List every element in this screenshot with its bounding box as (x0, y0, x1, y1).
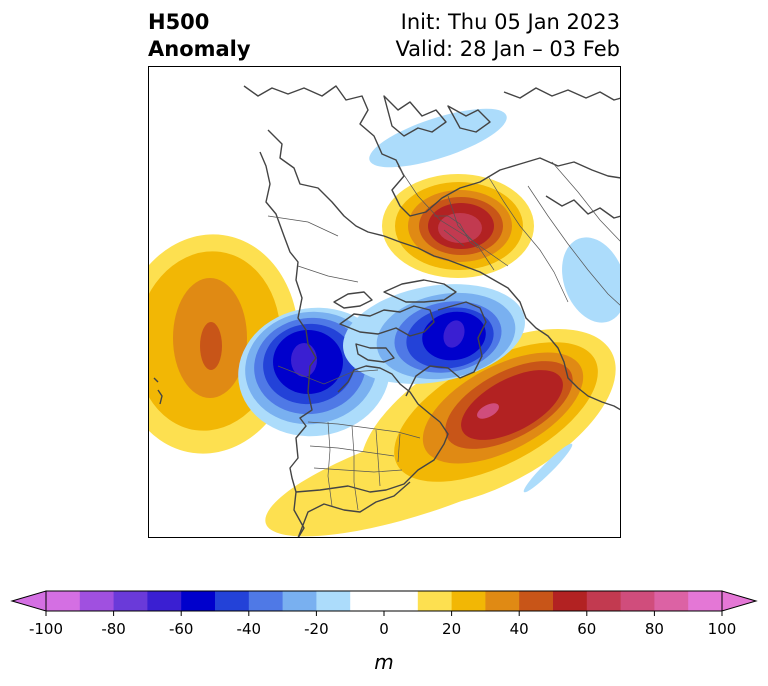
colorbar-extend-min (10, 590, 47, 612)
siberian-ridge (382, 174, 534, 278)
colorbar-tick-label: -20 (304, 620, 329, 638)
colorbar-swatch (519, 591, 554, 611)
colorbar-swatch (248, 591, 284, 611)
colorbar-tick-label: -100 (29, 620, 63, 638)
colorbar-swatch (113, 591, 148, 611)
coastlines (153, 85, 621, 538)
colorbar-swatch (553, 591, 588, 611)
colorbar-swatch (215, 591, 250, 611)
colorbar-unit: m (374, 650, 393, 674)
colorbar-tick-label: -80 (101, 620, 126, 638)
chart-title: H500 Anomaly (148, 9, 251, 63)
chart-dates: Init: Thu 05 Jan 2023 Valid: 28 Jan – 03… (395, 9, 620, 63)
polar-trough (369, 108, 507, 168)
colorbar-swatch (620, 591, 655, 611)
north-atlantic-ridge (360, 328, 616, 508)
colorbar-extend-max (721, 590, 758, 612)
init-date: Init: Thu 05 Jan 2023 (400, 10, 620, 34)
colorbar-swatch (316, 591, 351, 611)
colorbar-swatch (451, 591, 486, 611)
colorbar-swatch (350, 591, 385, 611)
colorbar-swatch (485, 591, 520, 611)
colorbar-swatch (181, 591, 216, 611)
colorbar-tick-label: 20 (442, 620, 461, 638)
colorbar-swatch (654, 591, 689, 611)
colorbar-swatch (46, 591, 81, 611)
eurasia-trough (562, 237, 621, 323)
colorbar-swatch (79, 591, 115, 611)
colorbar-swatch (384, 591, 419, 611)
colorbar-swatch (586, 591, 622, 611)
colorbar-tick-label: 40 (510, 620, 529, 638)
colorbar-swatch (147, 591, 182, 611)
valid-date: Valid: 28 Jan – 03 Feb (395, 37, 620, 61)
colorbar-tick-label: -40 (237, 620, 262, 638)
title-field-name: H500 (148, 10, 210, 34)
colorbar-swatch (282, 591, 317, 611)
colorbar: -100 -80 -60 -40 -20 0 20 40 60 80 100 m (10, 590, 758, 674)
title-field-type: Anomaly (148, 37, 251, 61)
anomaly-map (148, 66, 621, 538)
map-frame (148, 66, 621, 538)
colorbar-tick-label: 80 (645, 620, 664, 638)
political-borders (267, 161, 621, 511)
colorbar-tick-label: -60 (169, 620, 194, 638)
colorbar-tick-label: 60 (577, 620, 596, 638)
colorbar-swatch (688, 591, 723, 611)
atlantic-weak-trough (523, 443, 573, 493)
colorbar-tick-label: 0 (379, 620, 389, 638)
hudson-trough (343, 284, 525, 384)
colorbar-tick-label: 100 (708, 620, 737, 638)
colorbar-swatch (417, 591, 453, 611)
